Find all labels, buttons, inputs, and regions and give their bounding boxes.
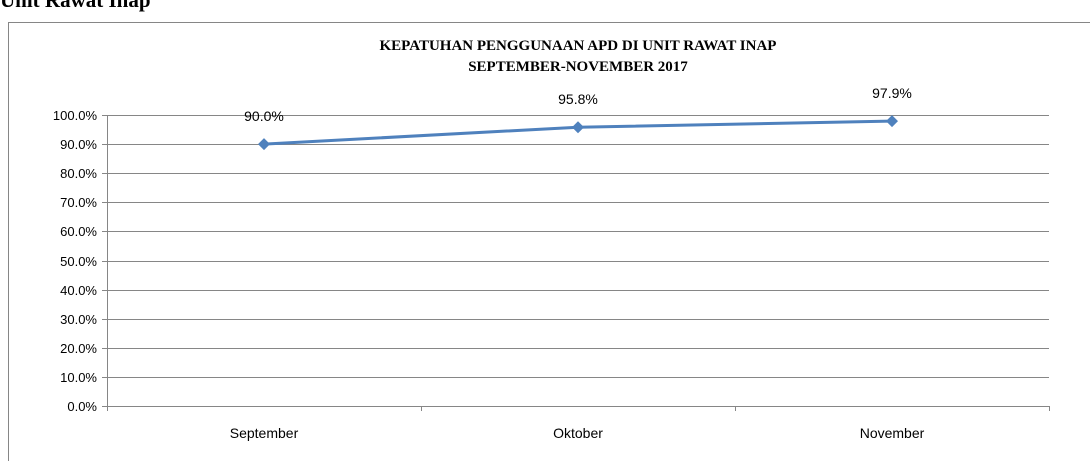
data-label: 95.8% <box>558 91 598 107</box>
data-label: 97.9% <box>872 85 912 101</box>
heading: Unit Rawat Inap <box>0 0 151 12</box>
y-tick-label: 50.0% <box>60 254 97 269</box>
data-point <box>572 121 584 134</box>
data-label: 90.0% <box>244 108 284 124</box>
data-point <box>258 138 270 151</box>
x-tick-label: November <box>860 425 925 441</box>
chart-frame <box>8 22 1090 461</box>
y-tick-label: 70.0% <box>60 195 97 210</box>
y-tick-label: 80.0% <box>60 166 97 181</box>
data-point <box>886 115 898 128</box>
chart-subtitle: SEPTEMBER-NOVEMBER 2017 <box>468 59 688 75</box>
y-tick-label: 20.0% <box>60 341 97 356</box>
x-tick-label: Oktober <box>553 425 603 441</box>
chart-title: KEPATUHAN PENGGUNAAN APD DI UNIT RAWAT I… <box>380 38 777 54</box>
y-tick-label: 90.0% <box>60 137 97 152</box>
y-tick-label: 10.0% <box>60 370 97 385</box>
y-tick-label: 0.0% <box>67 399 97 414</box>
y-tick-label: 30.0% <box>60 312 97 327</box>
y-tick-label: 100.0% <box>53 108 98 123</box>
y-tick-label: 60.0% <box>60 224 97 239</box>
y-tick-label: 40.0% <box>60 283 97 298</box>
x-tick-label: September <box>230 425 299 441</box>
